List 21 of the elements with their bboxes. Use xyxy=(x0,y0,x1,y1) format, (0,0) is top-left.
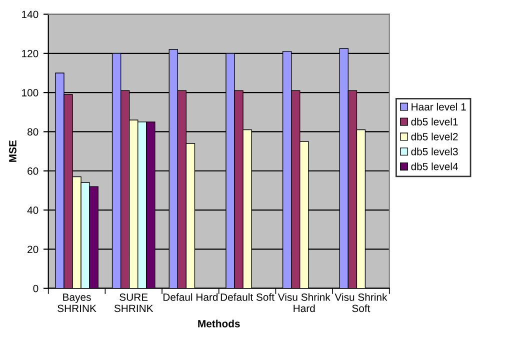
y-tick-label: 140 xyxy=(22,10,38,18)
x-tick-label: Default Soft xyxy=(220,293,274,301)
x-tick-label: Defaul Hard xyxy=(164,293,218,301)
legend-label: db5 level2 xyxy=(411,132,458,140)
x-tick-label: Visu Shrink Soft xyxy=(334,293,388,312)
y-tick-label: 80 xyxy=(28,128,38,136)
y-tick-label: 0 xyxy=(33,284,38,292)
y-tick-label: 40 xyxy=(27,206,38,214)
y-tick-label: 20 xyxy=(28,246,38,254)
y-tick-label: 120 xyxy=(22,50,38,58)
legend-label: db5 level3 xyxy=(411,148,458,156)
legend-label: db5 level1 xyxy=(411,118,458,126)
legend-label: db5 level4 xyxy=(411,162,458,170)
y-axis-title: MSE xyxy=(9,140,16,162)
legend-label: Haar level 1 xyxy=(412,102,466,111)
x-tick-label: SURE SHRINK xyxy=(114,293,154,312)
x-axis-title: Methods xyxy=(198,320,240,328)
y-tick-label: 60 xyxy=(28,167,38,175)
y-tick-label: 100 xyxy=(22,89,38,96)
x-tick-label: Visu Shrink Hard xyxy=(278,293,330,312)
x-tick-label: Bayes SHRINK xyxy=(58,294,96,312)
